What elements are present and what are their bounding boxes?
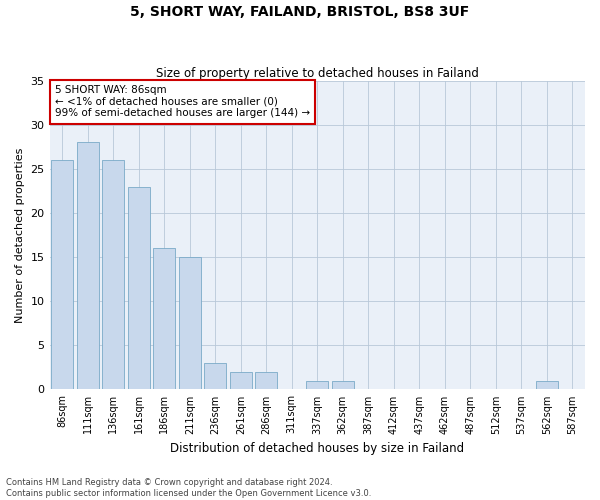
Text: 5, SHORT WAY, FAILAND, BRISTOL, BS8 3UF: 5, SHORT WAY, FAILAND, BRISTOL, BS8 3UF (130, 5, 470, 19)
X-axis label: Distribution of detached houses by size in Failand: Distribution of detached houses by size … (170, 442, 464, 455)
Bar (536, 380, 557, 390)
Bar (179, 257, 200, 390)
Bar (128, 186, 149, 390)
Bar (230, 372, 251, 390)
Y-axis label: Number of detached properties: Number of detached properties (15, 148, 25, 322)
Bar (103, 160, 124, 390)
Bar (256, 372, 277, 390)
Bar (77, 142, 98, 390)
Bar (307, 380, 328, 390)
Bar (52, 160, 73, 390)
Text: Contains HM Land Registry data © Crown copyright and database right 2024.
Contai: Contains HM Land Registry data © Crown c… (6, 478, 371, 498)
Title: Size of property relative to detached houses in Failand: Size of property relative to detached ho… (156, 66, 479, 80)
Bar (154, 248, 175, 390)
Bar (332, 380, 353, 390)
Text: 5 SHORT WAY: 86sqm
← <1% of detached houses are smaller (0)
99% of semi-detached: 5 SHORT WAY: 86sqm ← <1% of detached hou… (55, 86, 310, 118)
Bar (205, 363, 226, 390)
